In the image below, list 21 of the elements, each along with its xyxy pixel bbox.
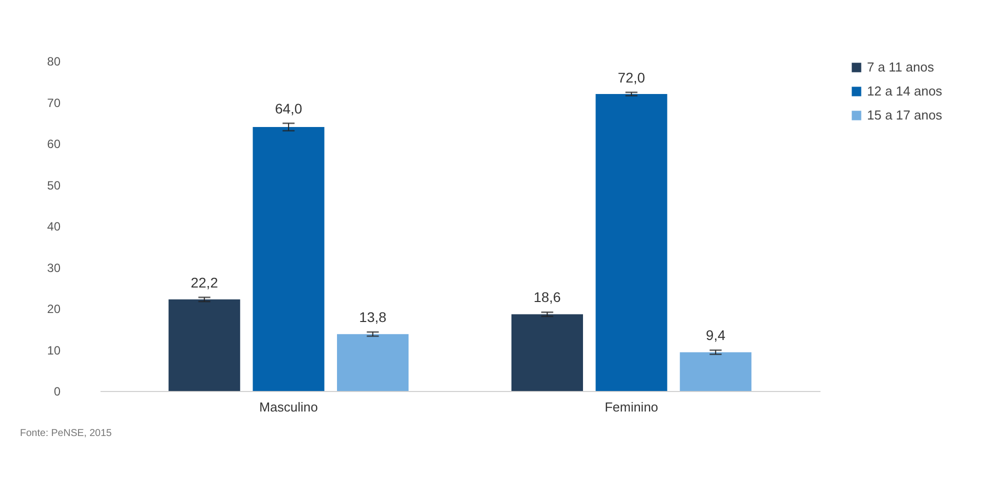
x-tick-label: Masculino — [259, 400, 318, 414]
y-tick-label: 70 — [47, 96, 61, 110]
data-label: 13,8 — [359, 309, 387, 326]
legend-label: 12 a 14 anos — [867, 84, 943, 98]
data-label: 64,0 — [274, 100, 302, 116]
y-tick-label: 30 — [47, 260, 61, 275]
y-tick-label: 0 — [54, 384, 61, 398]
data-label: 9,4 — [706, 327, 726, 344]
legend-label: 15 a 17 anos — [867, 108, 943, 122]
data-label: 22,2 — [190, 274, 218, 290]
x-tick-label: Feminino — [604, 400, 658, 414]
y-tick-label: 50 — [47, 178, 61, 192]
y-tick-label: 80 — [47, 54, 61, 68]
y-tick-label: 20 — [47, 302, 61, 316]
y-tick-label: 60 — [47, 137, 61, 151]
source-note: Fonte: PeNSE, 2015 — [20, 428, 112, 439]
legend-label: 7 a 11 anos — [867, 60, 934, 74]
data-label: 18,6 — [534, 289, 562, 306]
y-tick-label: 40 — [47, 220, 61, 234]
data-label: 72,0 — [618, 69, 646, 86]
y-tick-label: 10 — [47, 343, 61, 358]
